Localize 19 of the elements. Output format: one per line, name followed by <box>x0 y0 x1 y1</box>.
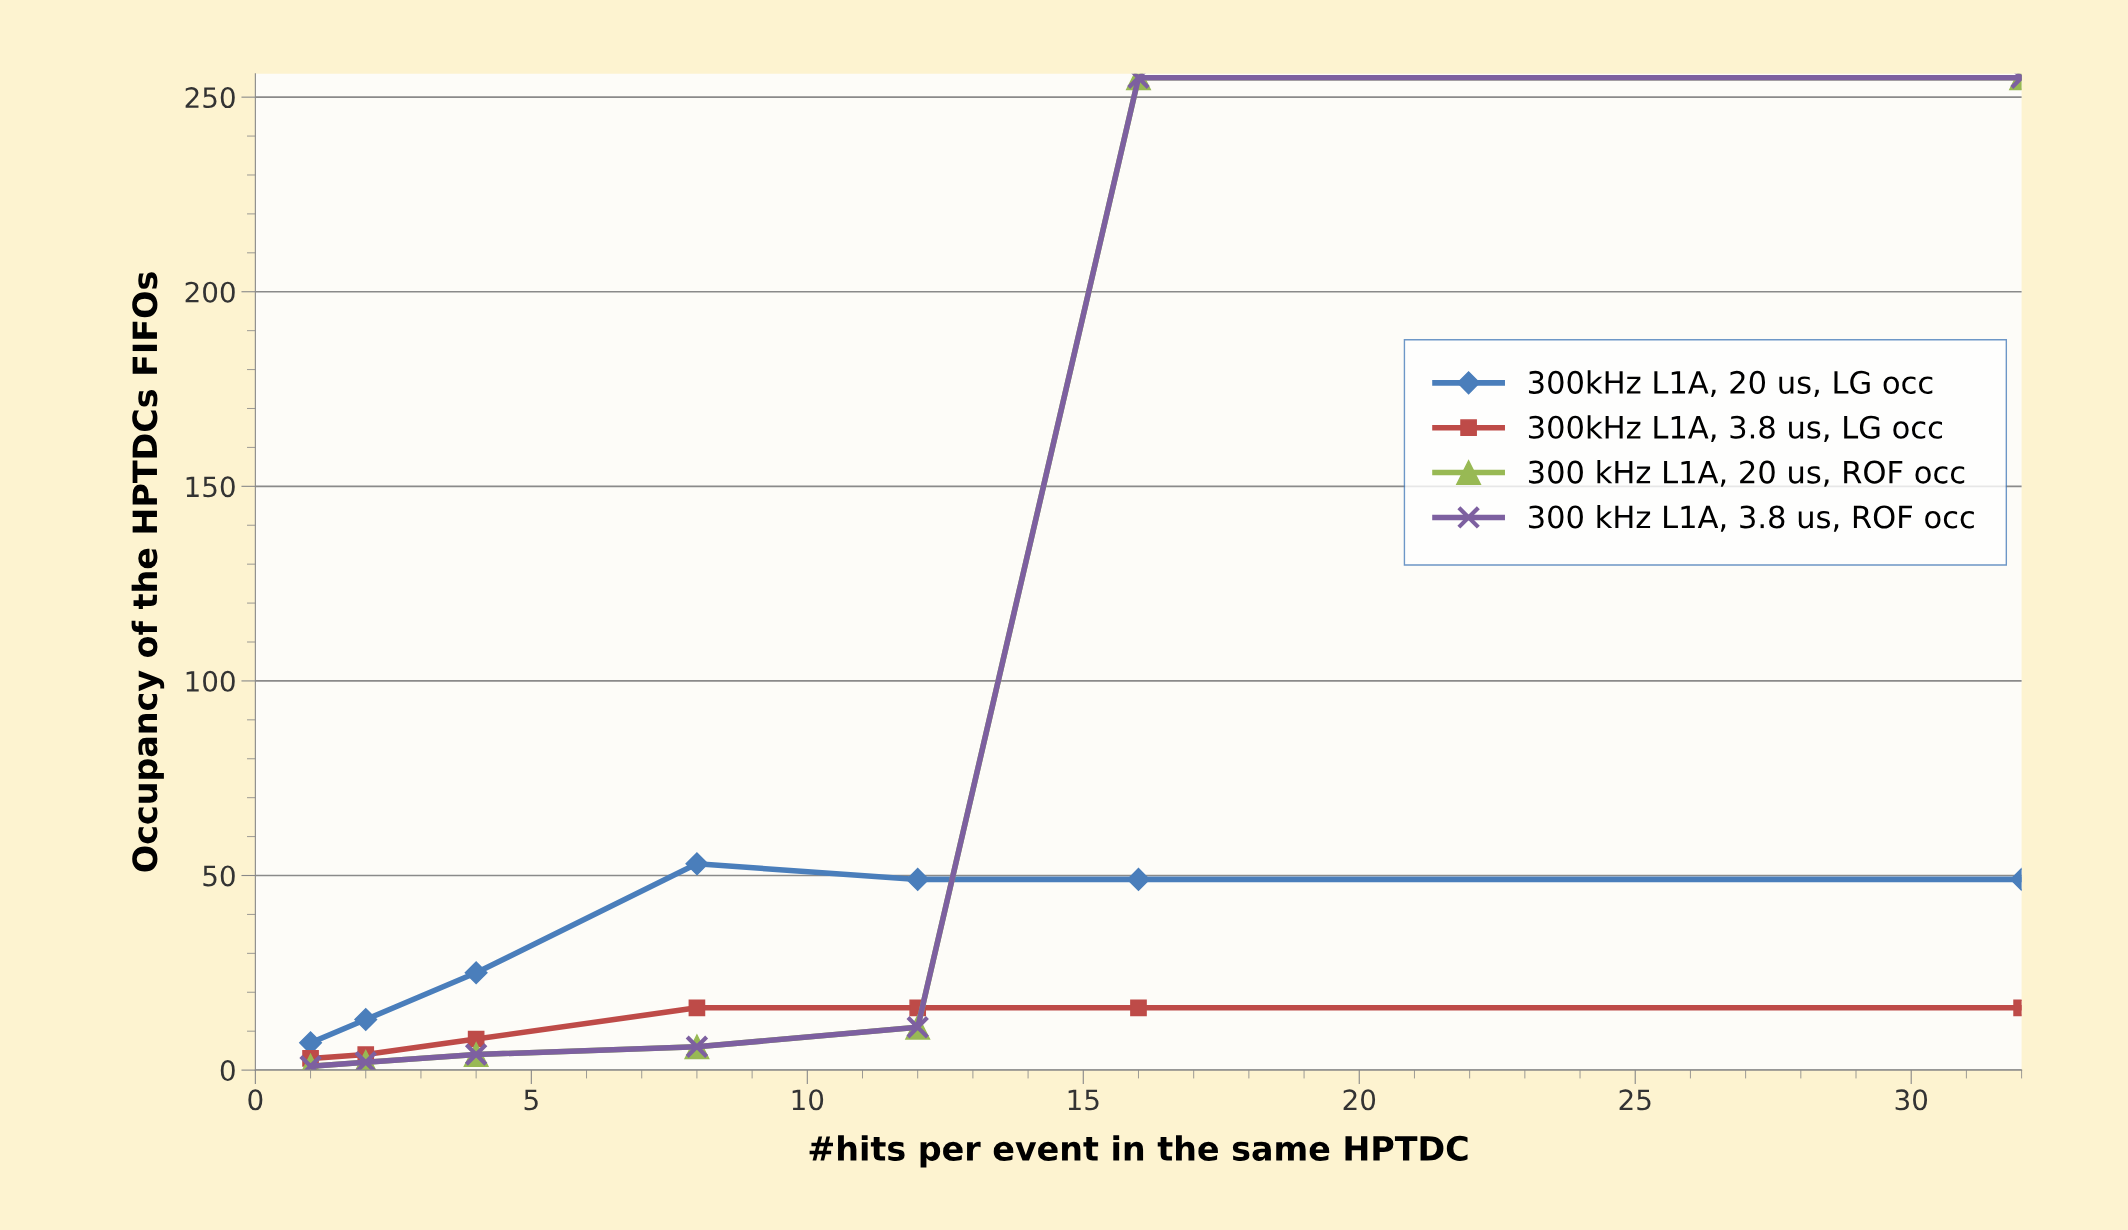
x-tick-label: 10 <box>792 1089 824 1111</box>
y-tick-label: 0 <box>220 1060 235 1082</box>
legend-label: 300 kHz L1A, 20 us, ROF occ <box>1528 460 1965 487</box>
legend-label: 300kHz L1A, 3.8 us, LG occ <box>1528 415 1943 442</box>
y-tick-label: 150 <box>186 476 235 498</box>
y-tick-label: 250 <box>185 87 235 109</box>
x-tick-label: 15 <box>1068 1089 1099 1111</box>
y-tick-label: 200 <box>185 281 235 303</box>
legend-label: 300kHz L1A, 20 us, LG occ <box>1528 370 1933 398</box>
x-tick-label: 25 <box>1619 1089 1651 1111</box>
y-axis-title: Occupancy of the HPTDCs FIFOs <box>131 272 165 872</box>
legend-label: 300 kHz L1A, 3.8 us, ROF occ <box>1528 504 1974 532</box>
x-tick-label: 30 <box>1895 1089 1928 1111</box>
x-tick-label: 5 <box>524 1089 538 1111</box>
y-tick-label: 100 <box>186 670 235 692</box>
x-axis-title: #hits per event in the same HPTDC <box>809 1135 1468 1168</box>
x-tick-label: 0 <box>248 1089 263 1111</box>
y-tick-label: 50 <box>203 865 235 887</box>
x-tick-label: 20 <box>1343 1089 1376 1111</box>
